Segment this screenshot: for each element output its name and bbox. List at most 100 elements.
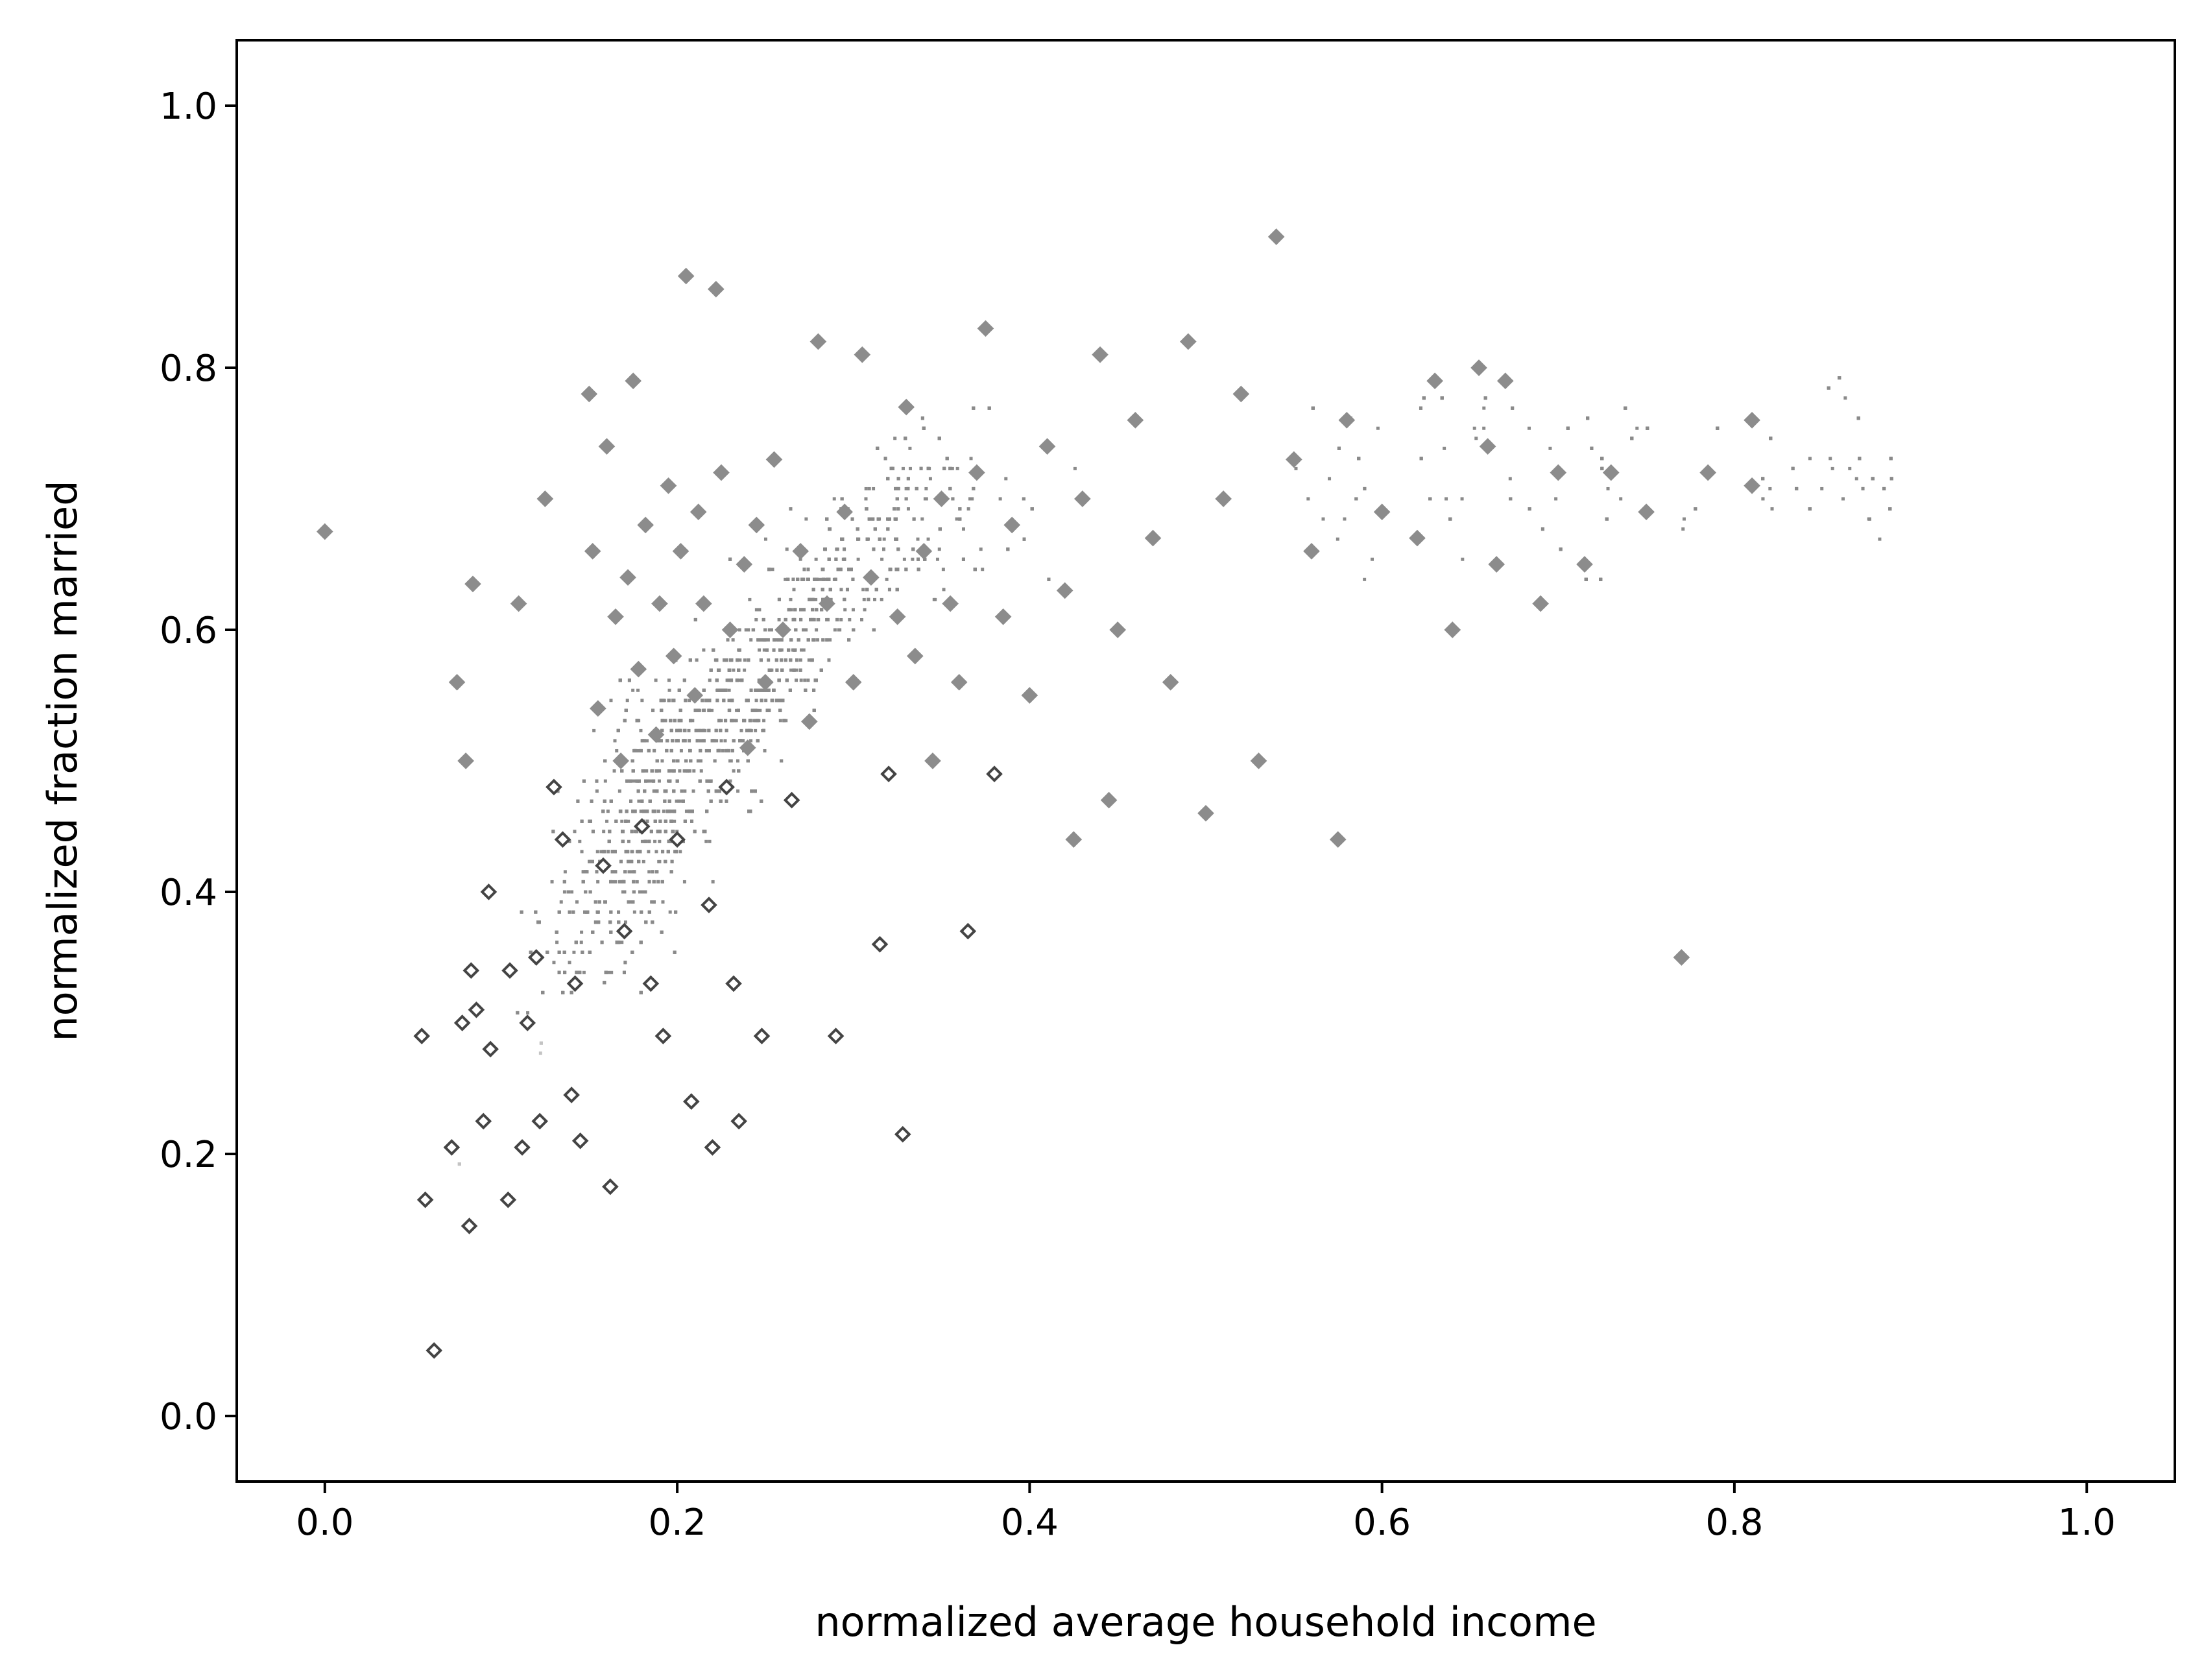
data-point [767,628,771,632]
data-point [867,486,871,490]
data-point [798,658,802,662]
data-point [958,507,962,511]
data-point [652,900,656,904]
data-point [749,688,753,692]
data-point [723,658,726,662]
data-point [639,941,643,944]
data-point [725,749,728,752]
data-point [640,699,644,702]
data-point [753,789,757,793]
data-point [917,568,920,571]
data-point [551,830,555,834]
diamond-marker [1267,228,1285,245]
y-tick-label: 0.4 [160,872,217,914]
data-point [923,557,927,561]
data-point [1511,406,1515,410]
diamond-marker [924,752,941,769]
data-point [613,739,617,743]
data-point [654,850,658,854]
data-point [762,719,766,723]
data-point [660,880,664,883]
data-point [847,638,851,642]
diamond-marker [809,333,827,350]
data-point [693,830,697,834]
diamond-marker [448,673,466,691]
data-point [955,466,959,470]
data-point [737,628,741,632]
data-point [749,638,753,642]
data-point [987,406,991,410]
diamond-marker [1065,831,1083,848]
data-point [623,961,627,965]
diamond-marker [1338,411,1356,429]
diamond-marker [1373,503,1391,521]
data-point [835,618,839,621]
data-point [770,699,774,702]
data-point [678,769,682,773]
y-tick-label: 1.0 [160,86,217,128]
data-point [595,870,599,874]
diamond-marker [453,1014,471,1031]
data-point [916,537,920,541]
data-point [896,507,900,511]
data-point [668,779,672,783]
data-point [867,597,870,601]
data-point [777,618,781,621]
data-point [621,839,625,843]
data-point [763,537,767,541]
diamond-marker [426,1342,443,1359]
data-point [942,588,946,592]
data-point [813,678,817,682]
data-point [667,769,671,773]
data-point [537,920,541,924]
data-point [926,466,930,470]
data-point [948,486,952,490]
data-point [865,588,869,592]
data-point [669,719,673,723]
data-point [1004,477,1008,481]
data-point [569,990,573,994]
diamond-marker [682,1093,700,1110]
data-point [1445,497,1448,501]
data-point [839,588,843,592]
data-point [638,890,641,894]
data-point [1600,457,1604,461]
data-point [670,810,674,813]
data-point [1448,517,1452,521]
data-point [702,688,706,692]
data-point [622,880,626,883]
data-point [702,830,706,834]
data-point [557,910,561,914]
data-point [1461,557,1465,561]
data-point [840,497,844,501]
data-point [1443,446,1446,450]
data-point [772,648,776,652]
data-point [641,890,645,894]
data-point [856,537,860,541]
data-point [575,900,579,904]
diamond-marker [546,778,562,796]
data-point [774,658,778,662]
data-point [878,537,881,541]
data-point [690,810,694,813]
data-point [642,810,646,813]
data-point [732,739,736,743]
data-point [606,850,610,854]
data-point [725,799,728,803]
data-point [712,648,715,652]
data-point [998,497,1002,501]
data-point [581,870,585,874]
data-point [789,668,793,672]
data-point [851,608,855,612]
data-point [872,628,876,632]
data-point [1306,497,1310,501]
data-point [924,497,928,501]
data-point [1624,406,1627,410]
diamond-marker [827,1027,845,1045]
data-point [816,618,820,621]
data-point [896,477,900,481]
data-point [780,668,784,672]
data-point [671,830,675,834]
data-point [632,880,636,883]
data-point [603,900,607,904]
